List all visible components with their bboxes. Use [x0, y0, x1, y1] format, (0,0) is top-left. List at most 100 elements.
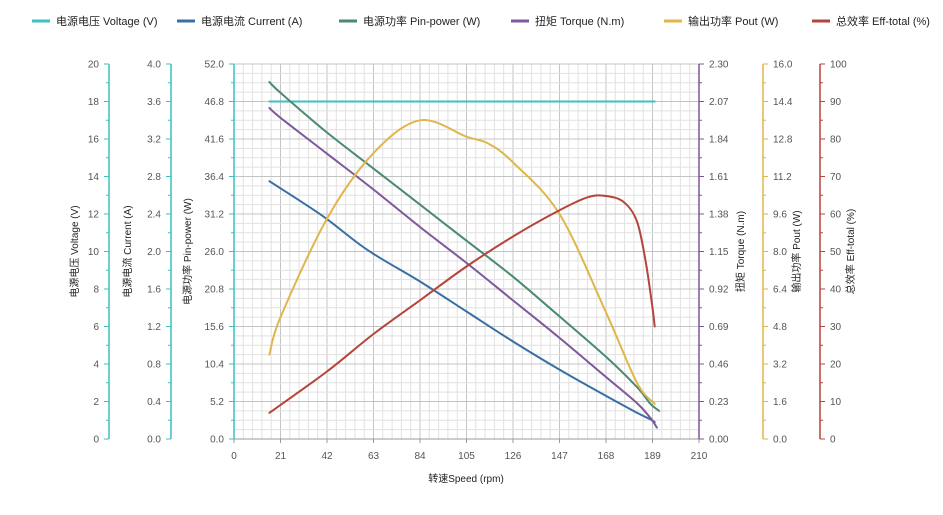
y-tick-label-voltage: 14 [88, 172, 100, 183]
legend-item[interactable]: 输出功率 Pout (W) [664, 14, 778, 28]
legend-item[interactable]: 电源电流 Current (A) [177, 14, 302, 28]
series-lines [268, 81, 661, 429]
y-tick-label-power: 5.2 [210, 397, 224, 408]
y-tick-label-power: 52.0 [205, 60, 225, 71]
y-tick-label-torque: 0.92 [709, 285, 729, 296]
series-line-current [268, 180, 656, 424]
y-axis-power: 0.0 5.2 10.4 15.6 20.8 26.0 31.2 36.4 41.6 46.8 52… [181, 60, 235, 446]
y-tick-label-current: 2.4 [147, 210, 161, 221]
y-tick-label-voltage: 6 [93, 322, 99, 333]
y-tick-label-eff: 80 [830, 135, 842, 146]
y-tick-label-power: 0.0 [210, 435, 224, 446]
y-tick-label-eff: 90 [830, 97, 842, 108]
y-tick-label-torque: 0.23 [709, 397, 729, 408]
series-line-pout [268, 119, 656, 405]
y-tick-label-pout: 14.4 [773, 97, 793, 108]
y-tick-label-power: 26.0 [205, 247, 225, 258]
y-tick-label-current: 0.4 [147, 397, 161, 408]
y-tick-label-eff: 0 [830, 435, 836, 446]
y-tick-label-torque: 0.00 [709, 435, 729, 446]
y-axis-title-current: 电源电流 Current (A) [121, 205, 134, 297]
x-tick-label: 0 [231, 451, 237, 462]
y-tick-label-power: 10.4 [205, 360, 225, 371]
x-tick-label: 168 [598, 451, 615, 462]
y-tick-label-voltage: 20 [88, 60, 100, 71]
y-tick-label-voltage: 4 [93, 360, 99, 371]
x-axis-title: 转速Speed (rpm) [428, 472, 504, 485]
y-axis-title-eff: 总效率 Eff-total (%) [844, 209, 857, 294]
x-tick-label: 126 [505, 451, 522, 462]
legend-label: 电源电流 Current (A) [201, 14, 302, 28]
y-tick-label-eff: 20 [830, 360, 842, 371]
x-tick-label: 21 [275, 451, 287, 462]
y-tick-label-current: 4.0 [147, 60, 161, 71]
legend-label: 总效率 Eff-total (%) [836, 14, 930, 28]
y-tick-label-power: 36.4 [205, 172, 225, 183]
y-tick-label-torque: 1.84 [709, 135, 729, 146]
series-line-eff [268, 194, 656, 414]
legend-item[interactable]: 电源电压 Voltage (V) [32, 14, 157, 28]
legend-label: 扭矩 Torque (N.m) [535, 14, 624, 28]
y-tick-label-pout: 16.0 [773, 60, 793, 71]
x-tick-label: 42 [321, 451, 333, 462]
y-tick-label-pout: 8.0 [773, 247, 787, 258]
series-line-torque [268, 107, 658, 429]
y-tick-label-voltage: 8 [93, 285, 99, 296]
legend-label: 输出功率 Pout (W) [688, 14, 778, 28]
y-tick-label-current: 3.6 [147, 97, 161, 108]
y-tick-label-pout: 11.2 [773, 172, 792, 183]
x-tick-label: 84 [414, 451, 426, 462]
y-tick-label-voltage: 12 [88, 210, 100, 221]
y-tick-label-power: 41.6 [205, 135, 225, 146]
y-tick-label-torque: 1.61 [709, 172, 729, 183]
y-tick-label-voltage: 10 [88, 247, 100, 258]
legend: 电源电压 Voltage (V) 电源电流 Current (A) 电源功率 Pin… [32, 14, 930, 28]
y-tick-label-pout: 1.6 [773, 397, 787, 408]
grid [233, 63, 700, 440]
y-tick-label-current: 0.8 [147, 360, 161, 371]
y-axis-torque: 0.00 0.23 0.46 0.69 0.92 1.15 1.38 1.61 1.84 2.07… [698, 60, 747, 446]
y-tick-label-torque: 2.30 [709, 60, 729, 71]
y-tick-label-torque: 1.15 [709, 247, 729, 258]
y-tick-label-current: 1.2 [147, 322, 161, 333]
y-tick-label-eff: 100 [830, 60, 847, 71]
y-axis-title-torque: 扭矩 Torque (N.m) [734, 211, 747, 292]
y-tick-label-current: 2.0 [147, 247, 161, 258]
y-tick-label-torque: 1.38 [709, 210, 729, 221]
y-tick-label-current: 1.6 [147, 285, 161, 296]
y-tick-label-pout: 6.4 [773, 285, 787, 296]
y-tick-label-eff: 70 [830, 172, 842, 183]
y-tick-label-power: 31.2 [205, 210, 225, 221]
y-tick-label-current: 3.2 [147, 135, 161, 146]
legend-item[interactable]: 扭矩 Torque (N.m) [511, 14, 624, 28]
legend-label: 电源功率 Pin-power (W) [363, 14, 480, 28]
legend-label: 电源电压 Voltage (V) [56, 14, 157, 28]
y-tick-label-power: 20.8 [205, 285, 225, 296]
y-axis-voltage: 0 2 4 6 8 10 12 14 16 18 20 电源电压 Voltage (V) [68, 60, 110, 446]
y-axis-pout: 0.0 1.6 3.2 4.8 6.4 8.0 9.6 11.2 12.8 14.4 16.0 输出功… [762, 60, 803, 446]
x-tick-label: 210 [691, 451, 708, 462]
y-tick-label-voltage: 2 [93, 397, 99, 408]
axes: 0 21 42 63 84 105 126 147 168 189 210 0 2 4 6 8 10 12 14 16… [68, 60, 857, 463]
y-tick-label-eff: 30 [830, 322, 842, 333]
y-tick-label-pout: 9.6 [773, 210, 787, 221]
x-tick-label: 63 [368, 451, 380, 462]
legend-item[interactable]: 电源功率 Pin-power (W) [339, 14, 480, 28]
y-tick-label-eff: 40 [830, 285, 842, 296]
y-tick-label-voltage: 16 [88, 135, 100, 146]
y-tick-label-pout: 4.8 [773, 322, 787, 333]
series-line-power [268, 81, 661, 412]
legend-item[interactable]: 总效率 Eff-total (%) [812, 14, 930, 28]
y-tick-label-eff: 10 [830, 397, 842, 408]
y-axis-title-voltage: 电源电压 Voltage (V) [68, 205, 81, 297]
x-tick-label: 105 [458, 451, 475, 462]
y-tick-label-eff: 50 [830, 247, 842, 258]
y-axis-title-power: 电源功率 Pin-power (W) [181, 198, 194, 305]
y-tick-label-voltage: 18 [88, 97, 100, 108]
y-tick-label-pout: 12.8 [773, 135, 793, 146]
y-tick-label-current: 0.0 [147, 435, 161, 446]
y-tick-label-power: 46.8 [205, 97, 225, 108]
y-tick-label-voltage: 0 [93, 435, 99, 446]
